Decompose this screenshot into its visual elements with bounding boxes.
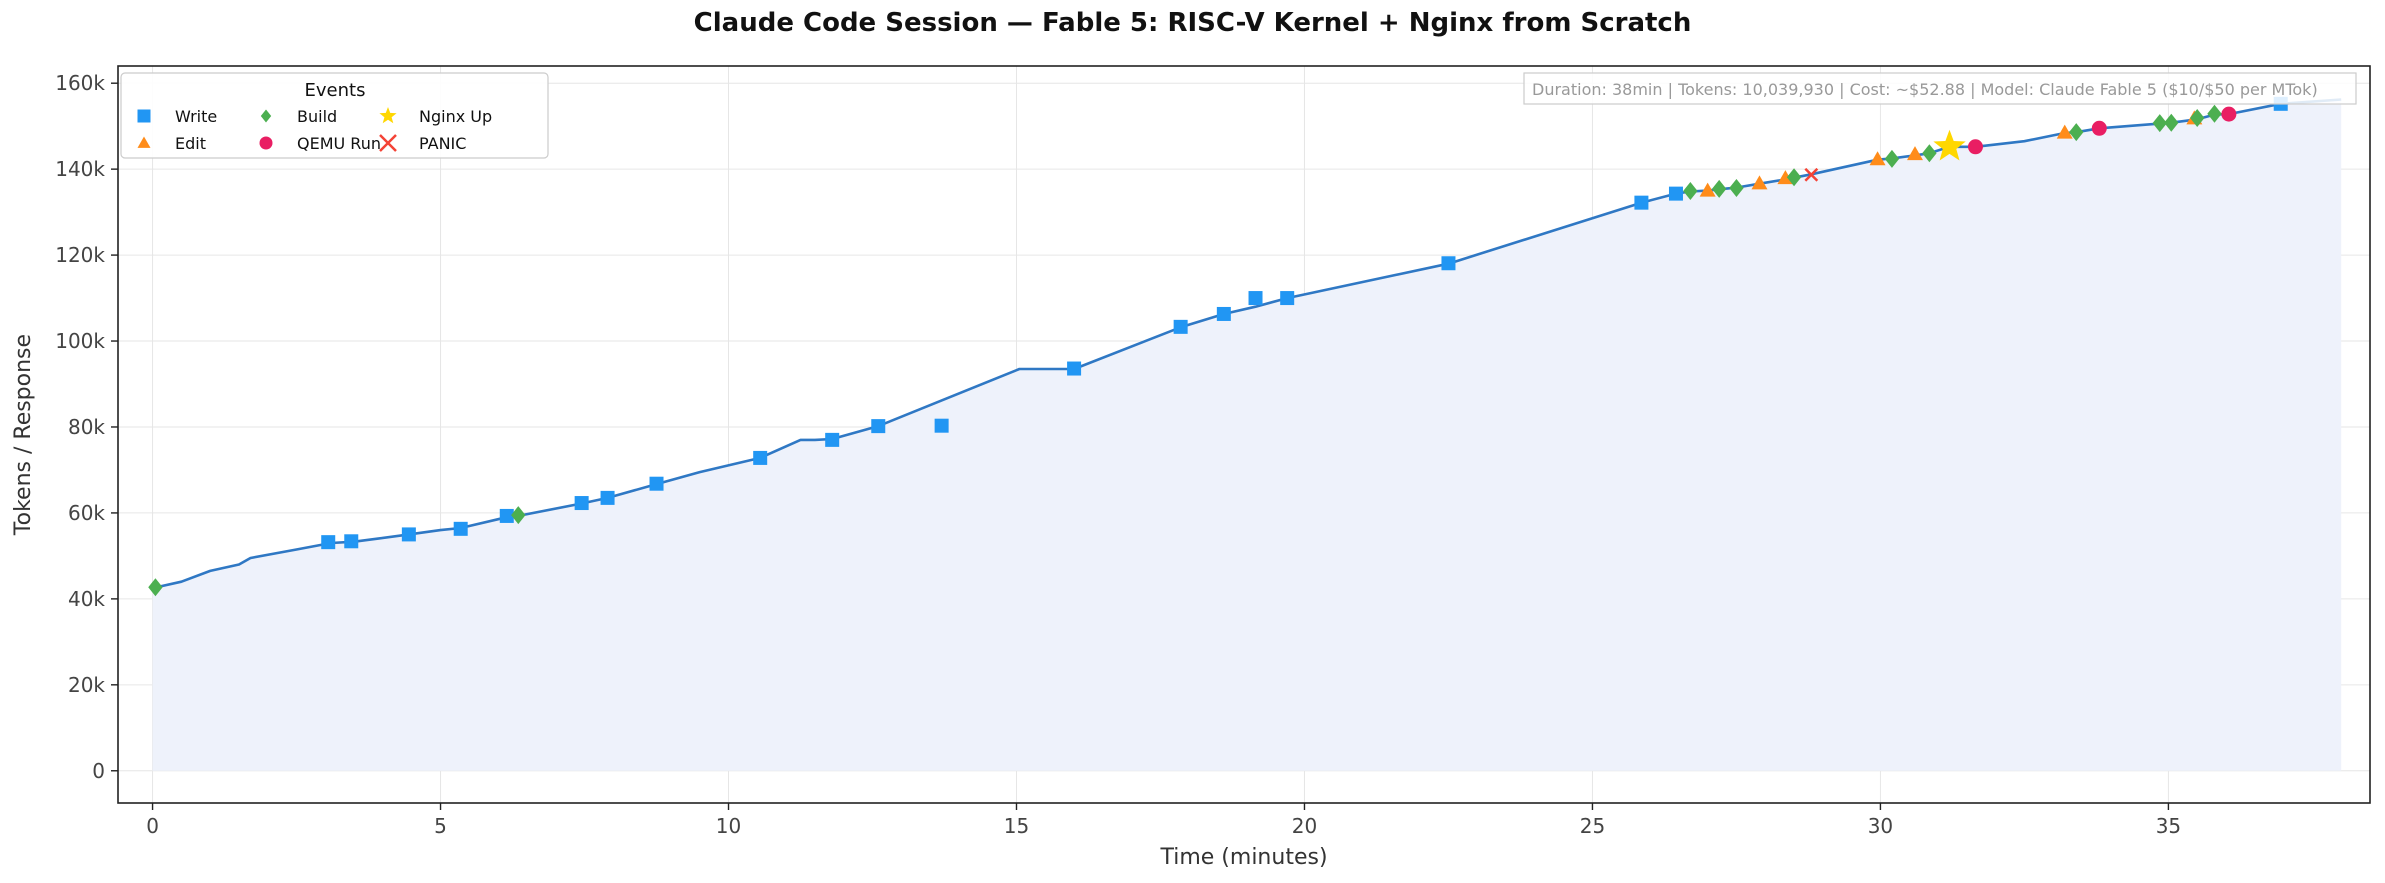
event-marker-build <box>148 578 163 597</box>
legend-label: PANIC <box>419 134 466 153</box>
x-tick-label: 35 <box>2156 814 2181 838</box>
y-tick-label: 20k <box>68 673 105 697</box>
event-marker-edit <box>1699 182 1716 197</box>
legend-marker-edit <box>137 136 151 148</box>
x-tick-label: 5 <box>434 814 447 838</box>
event-marker-write <box>1248 291 1263 306</box>
event-marker-edit <box>1906 146 1923 161</box>
event-marker-nginx-up <box>1933 129 1966 161</box>
event-marker-write <box>934 418 949 433</box>
info-box-text: Duration: 38min | Tokens: 10,039,930 | C… <box>1532 80 2318 99</box>
area-fill <box>152 99 2342 771</box>
y-tick-label: 120k <box>55 243 105 267</box>
x-tick-label: 25 <box>1580 814 1605 838</box>
event-marker-edit <box>1869 151 1886 166</box>
legend-title: Events <box>305 80 366 101</box>
legend-label: QEMU Run <box>297 134 381 153</box>
x-tick-label: 10 <box>716 814 741 838</box>
y-tick-label: 100k <box>55 329 105 353</box>
legend-entry-qemu-run: QEMU Run <box>259 134 381 153</box>
legend-entry-panic: PANIC <box>379 134 466 153</box>
legend-entry-build: Build <box>260 107 337 126</box>
event-marker-panic <box>1804 167 1819 182</box>
event-marker-write <box>574 496 589 511</box>
y-axis-label: Tokens / Response <box>11 334 36 536</box>
x-tick-label: 20 <box>1292 814 1317 838</box>
event-marker-write <box>1441 256 1456 271</box>
event-marker-edit <box>2056 124 2073 139</box>
legend-marker-qemu-run <box>259 136 273 150</box>
y-tick-label: 60k <box>68 501 105 525</box>
event-marker-write <box>499 508 514 523</box>
event-marker-qemu-run <box>2091 120 2107 136</box>
legend-entry-nginx-up: Nginx Up <box>379 107 492 126</box>
info-box: Duration: 38min | Tokens: 10,039,930 | C… <box>1523 72 2357 105</box>
legend-marker-build <box>260 109 272 123</box>
event-marker-write <box>1216 306 1231 321</box>
x-axis-label: Time (minutes) <box>1159 845 1327 870</box>
event-marker-write <box>649 476 664 491</box>
event-marker-write <box>344 534 359 549</box>
event-marker-build <box>1786 168 1802 187</box>
y-tick-label: 80k <box>68 415 105 439</box>
plot-frame <box>117 65 2371 804</box>
event-marker-write <box>753 450 768 465</box>
event-marker-build <box>2069 123 2084 142</box>
event-marker-build <box>1683 182 1698 201</box>
y-tick-label: 140k <box>55 157 105 181</box>
event-marker-build <box>1729 179 1744 198</box>
event-marker-build <box>2207 104 2222 123</box>
y-tick-label: 0 <box>92 759 105 783</box>
event-marker-build <box>1884 149 1900 168</box>
event-marker-edit <box>1777 170 1794 185</box>
event-marker-build <box>1711 179 1727 198</box>
event-marker-write <box>401 527 416 542</box>
legend-label: Nginx Up <box>419 107 492 126</box>
event-marker-write <box>600 490 615 505</box>
legend-entry-edit: Edit <box>137 134 206 153</box>
chart-title: Claude Code Session — Fable 5: RISC-V Ke… <box>693 8 1692 38</box>
event-marker-write <box>825 432 840 447</box>
x-tick-label: 0 <box>146 814 159 838</box>
event-marker-build <box>2190 108 2205 127</box>
event-marker-write <box>1280 291 1295 306</box>
event-marker-edit <box>1751 175 1768 190</box>
event-marker-build <box>2164 113 2179 132</box>
legend-marker-panic <box>379 134 397 152</box>
event-marker-build <box>1922 144 1937 163</box>
legend-marker-nginx-up <box>379 107 397 124</box>
y-tick-label: 160k <box>55 71 105 95</box>
info-box-frame <box>1523 72 2357 105</box>
event-marker-build <box>511 506 526 525</box>
event-marker-write <box>1173 319 1188 334</box>
event-marker-qemu-run <box>1967 139 1983 155</box>
event-marker-write <box>1067 361 1082 376</box>
legend-box <box>120 72 549 159</box>
event-marker-write <box>871 419 886 434</box>
legend-marker-write <box>137 109 151 123</box>
event-marker-write <box>1668 186 1683 201</box>
legend: Events Write Edit Build QEMU Run Nginx Up PANI… <box>120 72 549 159</box>
legend-label: Edit <box>175 134 206 153</box>
event-marker-qemu-run <box>2221 106 2237 122</box>
event-marker-build <box>2152 114 2167 133</box>
legend-label: Write <box>175 107 217 126</box>
x-tick-label: 15 <box>1004 814 1029 838</box>
legend-entry-write: Write <box>137 107 217 126</box>
event-marker-write <box>321 535 336 550</box>
y-tick-label: 40k <box>68 587 105 611</box>
x-tick-label: 30 <box>1868 814 1893 838</box>
legend-label: Build <box>297 107 337 126</box>
event-marker-write <box>1634 195 1649 210</box>
event-marker-write <box>453 521 468 536</box>
